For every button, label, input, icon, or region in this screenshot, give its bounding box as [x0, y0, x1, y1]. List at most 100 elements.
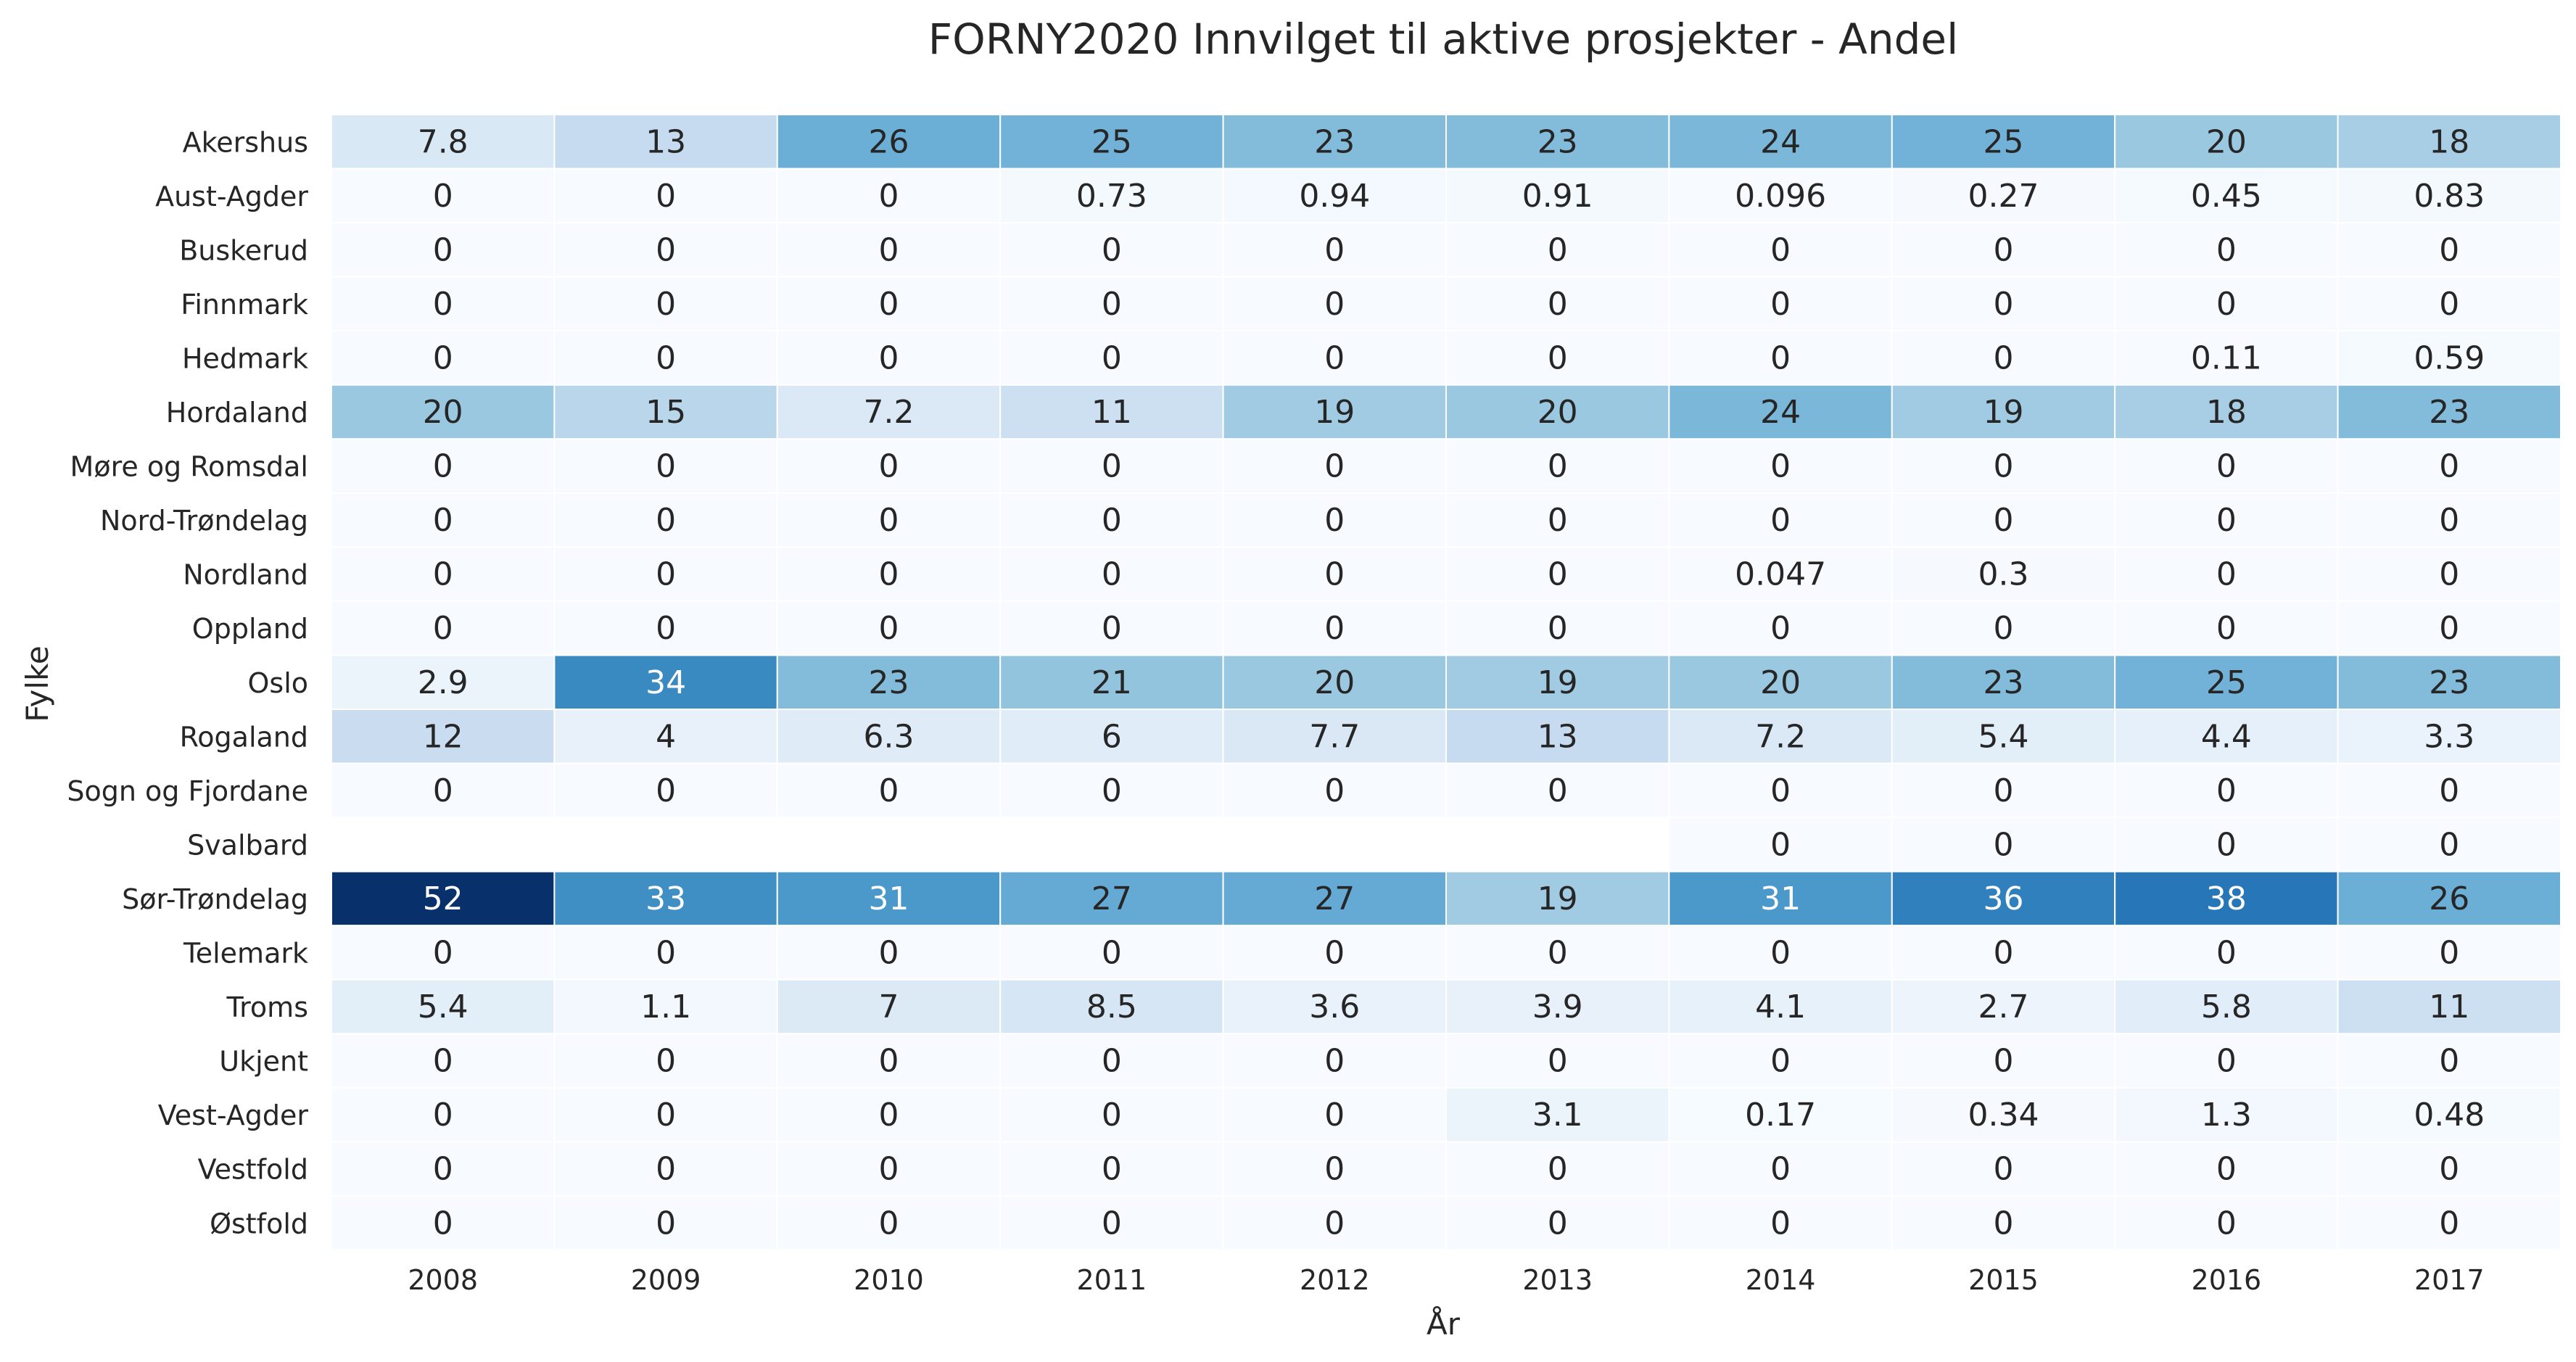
heatmap-cell: [1668, 492, 1893, 548]
cell-value-label: 0: [1324, 935, 1345, 972]
cell-value-label: 0: [1102, 1097, 1122, 1134]
cell-value-label: 0: [2439, 935, 2459, 972]
cell-value-label: 21: [1091, 664, 1132, 701]
cell-value-label: 0: [1770, 1043, 1791, 1080]
heatmap-cell: [776, 1141, 1002, 1197]
heatmap-cell: [1891, 600, 2116, 656]
heatmap-cell: [331, 114, 556, 170]
cell-value-label: 0.11: [2191, 339, 2262, 376]
cell-value-label: 0: [656, 1151, 676, 1188]
cell-value-label: 0: [1548, 1205, 1568, 1242]
heatmap-cell: [2114, 438, 2339, 494]
x-tick-label: 2010: [854, 1264, 924, 1296]
heatmap-cell: [553, 330, 778, 386]
cell-value-label: 19: [1537, 664, 1578, 701]
heatmap-cell: [1445, 438, 1670, 494]
cell-value-label: 8.5: [1086, 989, 1137, 1025]
cell-value-label: 20: [423, 394, 463, 431]
cell-value-label: 18: [2429, 123, 2469, 160]
cell-value-label: 1.3: [2201, 1097, 2252, 1134]
cell-value-label: 0: [1102, 339, 1122, 376]
y-tick-label: Sør-Trøndelag: [122, 883, 308, 915]
cell-value-label: 1.1: [640, 989, 691, 1025]
cell-value-label: 36: [1983, 880, 2024, 917]
heatmap-cell: [999, 600, 1224, 656]
cell-value-label: 31: [869, 880, 909, 917]
heatmap-cell: [1668, 978, 1893, 1035]
y-tick-label: Nord-Trøndelag: [100, 505, 308, 537]
heatmap-cell: [2337, 925, 2562, 981]
cell-value-label: 0: [1994, 772, 2014, 809]
cell-value-label: 0: [1994, 339, 2014, 376]
heatmap-cell-labels: 7.8 13 26 25 23 23 24 25 20 18 0 0 0 0.73 0.94 0.91 0.09…: [418, 123, 2485, 1242]
cell-value-label: 0: [1548, 935, 1568, 972]
heatmap-cell: [1668, 925, 1893, 981]
cell-value-label: 20: [2206, 123, 2247, 160]
chart-title: FORNY2020 Innvilget til aktive prosjekte…: [928, 15, 1958, 64]
cell-value-label: 0: [2216, 1043, 2237, 1080]
cell-value-label: 5.4: [1978, 718, 2029, 755]
heatmap-cell: [1445, 762, 1670, 819]
cell-value-label: 6: [1102, 718, 1122, 755]
cell-value-label: 0: [1770, 1205, 1791, 1242]
y-tick-label: Østfold: [210, 1208, 308, 1239]
cell-value-label: 0: [1548, 231, 1568, 268]
heatmap-cell: [1668, 168, 1893, 224]
heatmap-cell: [2337, 762, 2562, 819]
cell-value-label: 0: [1102, 556, 1122, 593]
heatmap-cell: [1891, 762, 2116, 819]
heatmap-cell: [1222, 384, 1447, 440]
heatmap-cell: [1668, 438, 1893, 494]
cell-value-label: 0.91: [1522, 178, 1593, 215]
cell-value-label: 4: [656, 718, 676, 755]
heatmap-cell: [776, 762, 1002, 819]
cell-value-label: 0: [879, 935, 899, 972]
cell-value-label: 11: [2429, 989, 2469, 1025]
cell-value-label: 0: [1548, 1151, 1568, 1188]
cell-value-label: 20: [1314, 664, 1355, 701]
x-tick-label: 2013: [1522, 1264, 1593, 1296]
cell-value-label: 0: [656, 178, 676, 215]
heatmap-cell: [1222, 546, 1447, 602]
heatmap-cell: [999, 762, 1224, 819]
heatmap-cell: [999, 168, 1224, 224]
heatmap-cell: [2337, 709, 2562, 764]
heatmap-cell: [999, 1033, 1224, 1089]
x-tick-labels: 2008 2009 2010 2011 2012 2013 2014 2015 2016 2017: [408, 1264, 2484, 1296]
y-tick-label: Nordland: [183, 559, 308, 591]
heatmap-cell: [2337, 978, 2562, 1035]
cell-value-label: 0: [879, 556, 899, 593]
heatmap-cell: [1445, 276, 1670, 332]
y-tick-label: Buskerud: [179, 234, 308, 266]
heatmap-cell: [1891, 1033, 2116, 1089]
cell-value-label: 0: [1770, 231, 1791, 268]
cell-value-label: 0: [2216, 286, 2237, 323]
cell-value-label: 0: [656, 286, 676, 323]
cell-value-label: 0: [1994, 610, 2014, 647]
cell-value-label: 0: [2439, 772, 2459, 809]
cell-value-label: 19: [1314, 394, 1355, 431]
cell-value-label: 0: [1548, 1043, 1568, 1080]
heatmap-cell: [331, 276, 556, 332]
heatmap-cell: [1222, 222, 1447, 278]
cell-value-label: 23: [1314, 123, 1355, 160]
cell-value-label: 7: [879, 989, 899, 1025]
heatmap-cell: [1445, 978, 1670, 1035]
heatmap-cell: [553, 654, 778, 711]
heatmap-cell: [1445, 330, 1670, 386]
cell-value-label: 0: [2216, 935, 2237, 972]
heatmap-cell: [1668, 222, 1893, 278]
y-tick-label: Rogaland: [180, 721, 308, 753]
cell-value-label: 23: [1983, 664, 2024, 701]
cell-value-label: 0: [1102, 502, 1122, 539]
heatmap-cell: [2337, 114, 2562, 170]
heatmap-cell: [2114, 600, 2339, 656]
heatmap-cell: [1891, 709, 2116, 764]
cell-value-label: 23: [2429, 664, 2469, 701]
cell-value-label: 0: [1324, 448, 1345, 485]
heatmap-cell: [331, 384, 556, 440]
heatmap-cell: [1668, 1086, 1893, 1143]
cell-value-label: 27: [1314, 880, 1355, 917]
cell-value-label: 0: [2216, 826, 2237, 863]
heatmap-cell: [999, 492, 1224, 548]
